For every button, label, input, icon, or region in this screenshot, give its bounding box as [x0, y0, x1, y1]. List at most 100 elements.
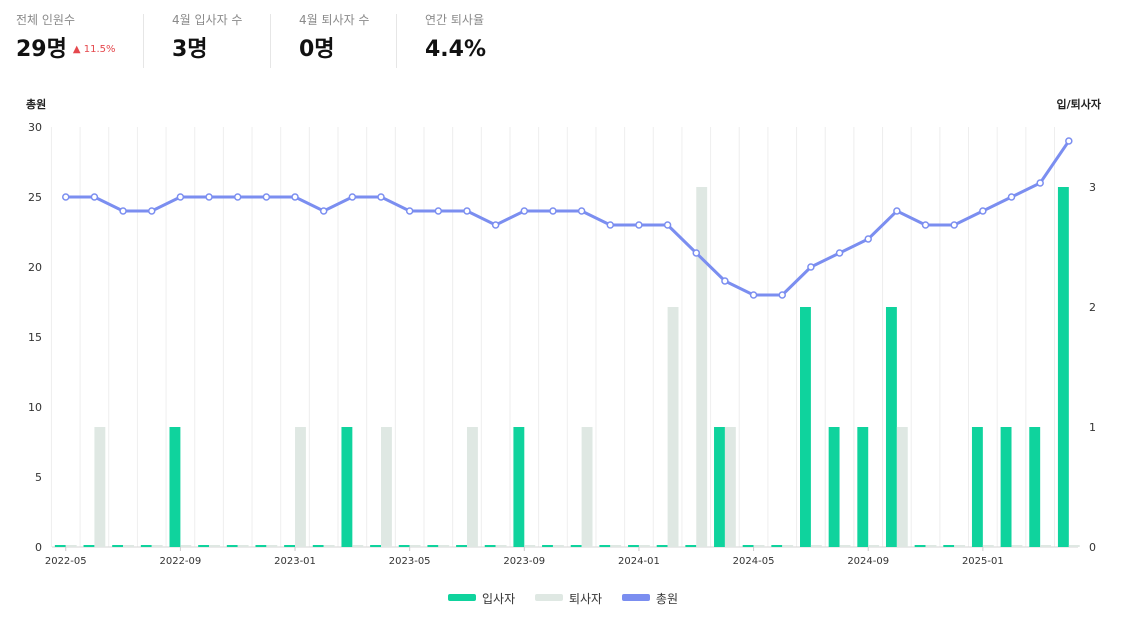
exit-bar [237, 545, 249, 547]
exit-bar [753, 545, 765, 547]
hire-bar [885, 307, 897, 547]
total-point [606, 221, 615, 229]
hire-bar [914, 545, 926, 547]
exit-bar [323, 545, 335, 547]
y-right-tick-label: 2 [1089, 301, 1096, 314]
combo-chart: 총원 입/퇴사자 0 5 10 15 20 25 30 0 1 2 3 2022-05 2022-09 202… [26, 97, 1102, 567]
change-badge: ▲ 11.5% [72, 44, 116, 55]
total-point [1036, 179, 1044, 187]
y-left-tick-label: 15 [28, 331, 42, 344]
total-point [405, 207, 414, 215]
hire-bar [484, 545, 496, 547]
hire-bar [628, 545, 639, 547]
total-point [893, 207, 901, 215]
legend-label: 총원 [655, 592, 678, 606]
total-point [491, 221, 500, 229]
exit-bar [954, 545, 966, 547]
x-tick-label: 2022-09 [159, 556, 201, 567]
exit-bar [295, 427, 306, 547]
exit-bar [1011, 545, 1023, 547]
total-point [807, 263, 815, 271]
exit-bar [151, 545, 163, 547]
exit-bar [982, 545, 994, 547]
hire-bar [685, 545, 697, 547]
x-tick-label: 2023-05 [389, 556, 431, 567]
stat-value: 3명 [172, 37, 208, 62]
hire-bar [255, 545, 267, 547]
legend-swatch [448, 594, 476, 601]
exit-bar [868, 545, 880, 547]
total-point [348, 193, 357, 201]
hire-bar [828, 427, 840, 547]
hire-bar [714, 427, 725, 547]
hire-bar [1000, 427, 1012, 547]
hire-bar [169, 427, 181, 547]
x-tick-label: 2024-09 [847, 556, 889, 567]
x-tick-label: 2025-01 [962, 556, 1004, 567]
hire-bar [112, 545, 124, 547]
stat-label: 4월 입사자 수 [172, 13, 243, 27]
hire-bar [284, 545, 296, 547]
exit-bar [94, 427, 106, 547]
y-left-tick-label: 5 [35, 471, 42, 484]
divider [143, 14, 144, 68]
legend-swatch [534, 594, 563, 601]
total-point [635, 221, 643, 229]
hire-bar [1057, 187, 1069, 547]
legend-swatch [621, 594, 650, 601]
total-point [434, 207, 443, 215]
hire-bar [943, 545, 955, 547]
exit-bar [581, 427, 593, 547]
x-tick-label: 2022-05 [45, 556, 87, 567]
hire-bar [140, 545, 152, 547]
total-point [979, 207, 987, 215]
total-point [291, 193, 299, 201]
exit-bar [638, 545, 650, 547]
hire-bar [370, 545, 382, 547]
total-line [65, 140, 1071, 297]
hire-bar [656, 545, 668, 547]
exit-bar [696, 187, 708, 547]
divider [270, 14, 271, 68]
exit-bar [180, 545, 192, 547]
hire-bar [1029, 427, 1041, 547]
total-point [1065, 137, 1073, 145]
y-right-tick-label: 0 [1089, 541, 1096, 554]
total-point [835, 249, 844, 257]
legend-item-hires[interactable]: 입사자 [448, 590, 515, 607]
stat-label: 연간 퇴사율 [425, 13, 485, 27]
hire-bar [857, 427, 869, 547]
hire-bar [456, 545, 467, 547]
exit-bar [65, 545, 77, 547]
legend-label: 입사자 [482, 592, 516, 606]
hire-bar [398, 545, 410, 547]
hire-bar [226, 545, 238, 547]
hire-bar [599, 545, 611, 547]
exit-bar [896, 427, 908, 547]
stat-value: 4.4% [425, 37, 487, 62]
total-point [205, 193, 213, 201]
total-point [62, 193, 70, 201]
total-point [119, 207, 127, 215]
exit-bar [610, 545, 622, 547]
hire-bar [312, 545, 324, 547]
stat-value: 0명 [299, 37, 335, 62]
exit-bar [352, 545, 364, 547]
total-point [176, 193, 185, 201]
stat-value-text: 29명 [16, 37, 67, 62]
exit-bar [724, 427, 736, 547]
y-left-tick-label: 30 [28, 121, 42, 134]
total-point [749, 291, 758, 299]
stat-value: 29명 ▲ 11.5% [16, 36, 116, 64]
exit-bar [782, 545, 794, 547]
legend: 입사자 퇴사자 총원 [0, 590, 1126, 607]
legend-item-total[interactable]: 총원 [621, 590, 678, 607]
total-point [721, 277, 729, 285]
stat-label: 전체 인원수 [16, 13, 76, 27]
legend-item-exits[interactable]: 퇴사자 [534, 590, 602, 607]
hire-bar [427, 545, 439, 547]
total-point [319, 207, 328, 215]
exit-bar [810, 545, 822, 547]
hire-bar [800, 307, 811, 547]
hire-bar [341, 427, 353, 547]
